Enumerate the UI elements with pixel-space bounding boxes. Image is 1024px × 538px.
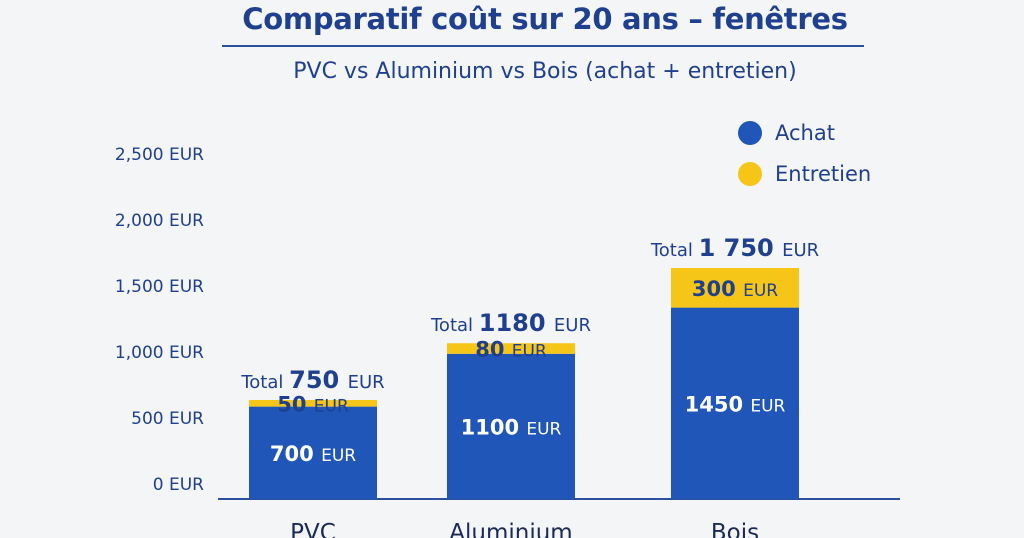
total-label-bois: Total 1 750 EUR <box>650 234 819 262</box>
total-label-aluminium: Total 1180 EUR <box>430 309 591 337</box>
bar-entretien-bois <box>671 268 799 308</box>
y-tick-label: 2,000 EUR <box>115 211 204 231</box>
segment-label-entretien-bois: 300 EUR <box>692 277 778 301</box>
category-label-bois: Bois <box>711 520 759 538</box>
legend-label-achat: Achat <box>775 121 835 145</box>
title-underline <box>222 45 864 47</box>
total-label-pvc: Total 750 EUR <box>240 366 384 394</box>
bar-achat-aluminium <box>447 353 575 499</box>
chart-subtitle: PVC vs Aluminium vs Bois (achat + entret… <box>293 59 797 84</box>
bar-achat-bois <box>671 307 799 499</box>
bar-entretien-aluminium <box>447 343 575 354</box>
legend-label-entretien: Entretien <box>775 162 871 186</box>
y-tick-label: 1,000 EUR <box>115 343 204 363</box>
y-tick-label: 1,500 EUR <box>115 277 204 297</box>
segment-label-entretien-aluminium: 80 EUR <box>475 338 547 362</box>
legend-swatch-entretien <box>738 162 762 186</box>
y-tick-label: 2,500 EUR <box>115 145 204 165</box>
segment-label-achat-aluminium: 1100 EUR <box>461 415 562 439</box>
legend-swatch-achat <box>738 121 762 145</box>
category-label-pvc: PVC <box>290 520 336 538</box>
bar-entretien-pvc <box>249 400 377 407</box>
bar-achat-pvc <box>249 406 377 499</box>
y-tick-label: 500 EUR <box>131 409 204 429</box>
segment-label-achat-pvc: 700 EUR <box>270 442 356 466</box>
y-tick-label: 0 EUR <box>153 475 204 495</box>
segment-label-entretien-pvc: 50 EUR <box>277 392 349 416</box>
chart-title: Comparatif coût sur 20 ans – fenêtres <box>242 2 848 36</box>
category-label-aluminium: Aluminium <box>449 520 572 538</box>
segment-label-achat-bois: 1450 EUR <box>685 392 786 416</box>
